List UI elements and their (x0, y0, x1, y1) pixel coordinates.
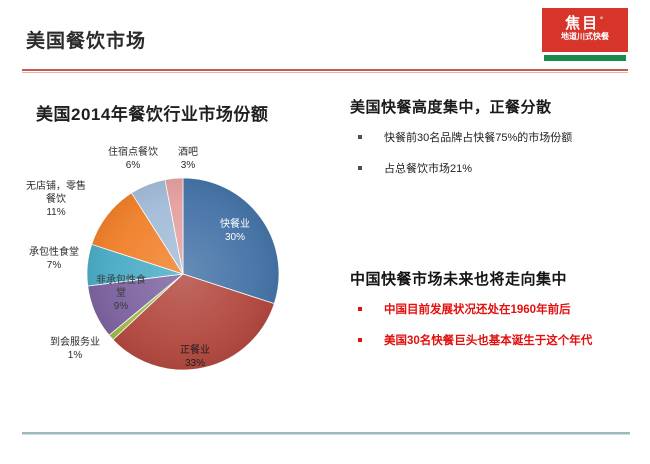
pie-chart: 住宿点餐饮 6% 酒吧 3% 无店铺，零售餐饮 11% 承包性食堂 7% 非承包… (18, 136, 334, 396)
insight-block-fastfood: 美国快餐高度集中，正餐分散 快餐前30名品牌占快餐75%的市场份额 占总餐饮市场… (350, 96, 642, 179)
pie-label-fullservice: 正餐业 33% (165, 344, 225, 370)
pie-label-retail-name: 无店铺，零售餐饮 (26, 181, 86, 205)
logo-main-text: 焦目° (542, 12, 628, 32)
bullet-square-icon (358, 338, 362, 342)
pie-label-contract-canteen: 承包性食堂 7% (26, 246, 82, 272)
list-item: 快餐前30名品牌占快餐75%的市场份额 (350, 128, 642, 148)
pie-label-fullservice-name: 正餐业 (180, 345, 210, 356)
footer-divider-secondary (22, 434, 630, 435)
pie-label-bars-name: 酒吧 (178, 147, 198, 158)
list-item-text: 占总餐饮市场21% (384, 163, 473, 175)
insight-heading-2: 中国快餐市场未来也将走向集中 (350, 271, 568, 288)
pie-label-noncontract-canteen-value: 9% (113, 301, 129, 312)
insight-bullets-2: 中国目前发展状况还处在1960年前后 美国30名快餐巨头也基本诞生于这个年代 (350, 300, 642, 351)
logo-tagline: 地道川式快餐 (561, 32, 609, 41)
brand-logo: 焦目° 地道川式快餐 (542, 8, 628, 62)
pie-gloss-overlay (87, 178, 279, 370)
list-item-text: 快餐前30名品牌占快餐75%的市场份额 (384, 132, 573, 144)
pie-label-noncontract-canteen-name: 非承包性食堂 (96, 275, 146, 299)
bullet-square-icon (358, 135, 362, 139)
pie-label-bars-value: 3% (180, 160, 196, 171)
pie-label-contract-canteen-name: 承包性食堂 (29, 247, 79, 258)
pie-label-fullservice-value: 33% (184, 358, 205, 369)
bullet-square-icon (358, 307, 362, 311)
list-item: 美国30名快餐巨头也基本诞生于这个年代 (350, 331, 642, 351)
logo-background (542, 8, 628, 52)
pie-label-retail: 无店铺，零售餐饮 11% (24, 180, 88, 219)
pie-label-fastfood-value: 30% (224, 232, 245, 243)
header-divider-secondary (22, 72, 628, 73)
pie-label-catering-value: 1% (67, 350, 83, 361)
logo-registered-icon: ° (600, 17, 605, 24)
pie-label-lodging-value: 6% (125, 160, 141, 171)
chart-title: 美国2014年餐饮行业市场份额 (36, 105, 269, 124)
bullet-square-icon (358, 166, 362, 170)
list-item-text: 中国目前发展状况还处在1960年前后 (384, 304, 571, 316)
insight-block-china: 中国快餐市场未来也将走向集中 中国目前发展状况还处在1960年前后 美国30名快… (350, 268, 642, 351)
pie-label-contract-canteen-value: 7% (46, 260, 62, 271)
insight-bullets-1: 快餐前30名品牌占快餐75%的市场份额 占总餐饮市场21% (350, 128, 642, 179)
pie-label-fastfood-name: 快餐业 (220, 219, 250, 230)
insight-heading-1: 美国快餐高度集中，正餐分散 (350, 99, 552, 116)
pie-label-bars: 酒吧 3% (166, 146, 210, 172)
header-divider (22, 69, 628, 71)
pie-label-catering: 到会服务业 1% (32, 336, 118, 362)
list-item-text: 美国30名快餐巨头也基本诞生于这个年代 (384, 335, 593, 347)
pie-chart-svg (86, 177, 280, 371)
pie-label-retail-value: 11% (46, 207, 66, 218)
list-item: 占总餐饮市场21% (350, 159, 642, 179)
pie-label-lodging-name: 住宿点餐饮 (108, 147, 158, 158)
list-item: 中国目前发展状况还处在1960年前后 (350, 300, 642, 320)
logo-green-bar (544, 55, 626, 61)
footer-divider (22, 432, 630, 434)
page-title: 美国餐饮市场 (26, 31, 147, 52)
logo-wordmark: 焦目 (565, 15, 600, 32)
pie-label-fastfood: 快餐业 30% (205, 218, 265, 244)
pie-label-noncontract-canteen: 非承包性食堂 9% (95, 274, 147, 313)
pie-label-catering-name: 到会服务业 (50, 337, 100, 348)
pie-label-lodging: 住宿点餐饮 6% (98, 146, 168, 172)
